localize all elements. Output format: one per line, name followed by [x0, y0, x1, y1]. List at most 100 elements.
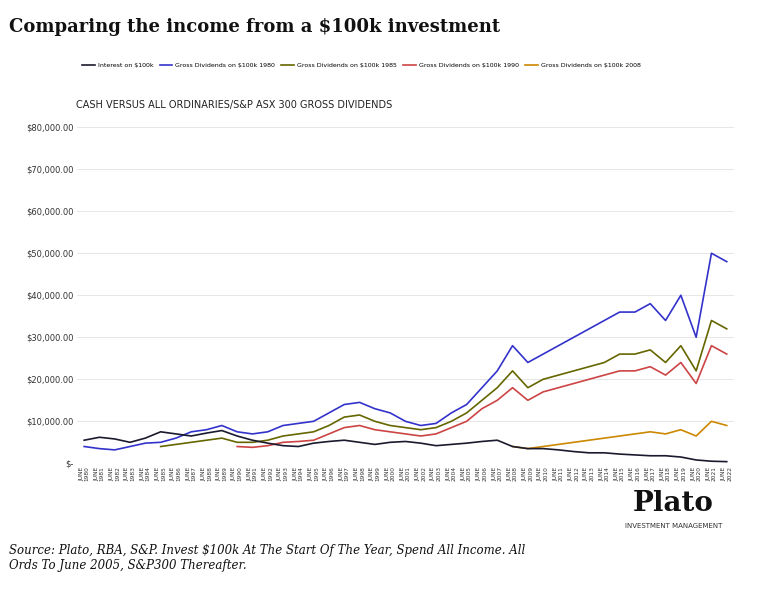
Line: Interest on $100k: Interest on $100k — [84, 431, 727, 462]
Gross Dividends on $100k 1980 — [508, 342, 517, 349]
Gross Dividends on $100k 1985 — [477, 397, 487, 404]
Interest on $100k — [401, 438, 410, 445]
Interest on $100k — [233, 432, 242, 440]
Gross Dividends on $100k 1985 — [386, 422, 395, 429]
Interest on $100k — [309, 440, 318, 447]
Gross Dividends on $100k 1985 — [676, 342, 685, 349]
Interest on $100k — [202, 429, 211, 437]
Interest on $100k — [539, 445, 548, 452]
Gross Dividends on $100k 1985 — [539, 376, 548, 383]
Gross Dividends on $100k 1985 — [340, 413, 349, 421]
Line: Gross Dividends on $100k 1980: Gross Dividends on $100k 1980 — [84, 253, 727, 450]
Interest on $100k — [523, 445, 532, 452]
Gross Dividends on $100k 1980 — [324, 409, 334, 416]
Gross Dividends on $100k 1985 — [401, 424, 410, 431]
Interest on $100k — [508, 443, 517, 450]
Gross Dividends on $100k 1980 — [630, 308, 640, 315]
Gross Dividends on $100k 1980 — [431, 420, 441, 427]
Gross Dividends on $100k 1980 — [309, 418, 318, 425]
Gross Dividends on $100k 1990 — [370, 426, 379, 433]
Text: INVESTMENT MANAGEMENT: INVESTMENT MANAGEMENT — [624, 523, 722, 529]
Interest on $100k — [722, 458, 731, 465]
Gross Dividends on $100k 1980 — [554, 342, 563, 349]
Gross Dividends on $100k 1980 — [646, 300, 655, 307]
Interest on $100k — [630, 451, 640, 459]
Text: CASH VERSUS ALL ORDINARIES/S&P ASX 300 GROSS DIVIDENDS: CASH VERSUS ALL ORDINARIES/S&P ASX 300 G… — [76, 100, 392, 110]
Gross Dividends on $100k 1985 — [156, 443, 165, 450]
Gross Dividends on $100k 1985 — [508, 367, 517, 374]
Gross Dividends on $100k 1985 — [309, 428, 318, 435]
Gross Dividends on $100k 1980 — [80, 443, 89, 450]
Gross Dividends on $100k 1990 — [248, 444, 257, 451]
Gross Dividends on $100k 1980 — [692, 334, 701, 341]
Interest on $100k — [600, 449, 609, 456]
Gross Dividends on $100k 1990 — [416, 432, 425, 440]
Gross Dividends on $100k 1980 — [707, 249, 716, 257]
Gross Dividends on $100k 1990 — [233, 443, 242, 450]
Interest on $100k — [584, 449, 594, 456]
Interest on $100k — [355, 439, 364, 446]
Gross Dividends on $100k 1985 — [416, 426, 425, 433]
Gross Dividends on $100k 1990 — [477, 405, 487, 412]
Gross Dividends on $100k 1980 — [600, 317, 609, 324]
Gross Dividends on $100k 1985 — [615, 350, 624, 358]
Gross Dividends on $100k 1980 — [539, 350, 548, 358]
Interest on $100k — [554, 446, 563, 453]
Interest on $100k — [263, 440, 272, 447]
Gross Dividends on $100k 1985 — [294, 430, 303, 437]
Interest on $100k — [431, 442, 441, 449]
Gross Dividends on $100k 2008 — [676, 426, 685, 433]
Gross Dividends on $100k 1980 — [278, 422, 288, 429]
Interest on $100k — [125, 439, 135, 446]
Gross Dividends on $100k 1985 — [171, 441, 181, 448]
Gross Dividends on $100k 1980 — [523, 359, 532, 366]
Gross Dividends on $100k 1980 — [584, 326, 594, 333]
Gross Dividends on $100k 1980 — [233, 428, 242, 435]
Gross Dividends on $100k 1990 — [431, 430, 441, 437]
Gross Dividends on $100k 1990 — [707, 342, 716, 349]
Legend: Interest on $100k, Gross Dividends on $100k 1980, Gross Dividends on $100k 1985,: Interest on $100k, Gross Dividends on $1… — [80, 60, 643, 70]
Gross Dividends on $100k 1980 — [477, 384, 487, 391]
Interest on $100k — [462, 440, 471, 447]
Gross Dividends on $100k 2008 — [661, 430, 670, 437]
Gross Dividends on $100k 1980 — [447, 409, 456, 416]
Gross Dividends on $100k 1985 — [523, 384, 532, 391]
Gross Dividends on $100k 2008 — [692, 432, 701, 440]
Gross Dividends on $100k 1980 — [462, 401, 471, 408]
Gross Dividends on $100k 2008 — [722, 422, 731, 429]
Gross Dividends on $100k 1980 — [615, 308, 624, 315]
Gross Dividends on $100k 1985 — [630, 350, 640, 358]
Gross Dividends on $100k 1980 — [217, 422, 226, 429]
Gross Dividends on $100k 1990 — [630, 367, 640, 374]
Gross Dividends on $100k 1980 — [661, 317, 670, 324]
Interest on $100k — [416, 440, 425, 447]
Gross Dividends on $100k 1990 — [340, 424, 349, 431]
Interest on $100k — [278, 442, 288, 449]
Interest on $100k — [110, 435, 119, 443]
Gross Dividends on $100k 1980 — [569, 334, 578, 341]
Interest on $100k — [294, 443, 303, 450]
Gross Dividends on $100k 1985 — [233, 439, 242, 446]
Gross Dividends on $100k 1990 — [508, 384, 517, 391]
Gross Dividends on $100k 1985 — [355, 412, 364, 419]
Interest on $100k — [447, 441, 456, 448]
Gross Dividends on $100k 1990 — [462, 418, 471, 425]
Gross Dividends on $100k 2008 — [630, 430, 640, 437]
Gross Dividends on $100k 1985 — [217, 435, 226, 442]
Gross Dividends on $100k 1980 — [386, 409, 395, 416]
Text: Plato: Plato — [633, 490, 714, 517]
Gross Dividends on $100k 2008 — [508, 443, 517, 450]
Gross Dividends on $100k 1990 — [676, 359, 685, 366]
Gross Dividends on $100k 1990 — [569, 380, 578, 387]
Gross Dividends on $100k 1990 — [263, 442, 272, 449]
Gross Dividends on $100k 1990 — [401, 430, 410, 437]
Interest on $100k — [324, 438, 334, 445]
Interest on $100k — [676, 453, 685, 460]
Gross Dividends on $100k 1985 — [187, 439, 196, 446]
Interest on $100k — [569, 448, 578, 455]
Gross Dividends on $100k 1980 — [187, 428, 196, 435]
Gross Dividends on $100k 1990 — [493, 397, 502, 404]
Gross Dividends on $100k 1990 — [278, 439, 288, 446]
Gross Dividends on $100k 1990 — [615, 367, 624, 374]
Gross Dividends on $100k 1980 — [156, 439, 165, 446]
